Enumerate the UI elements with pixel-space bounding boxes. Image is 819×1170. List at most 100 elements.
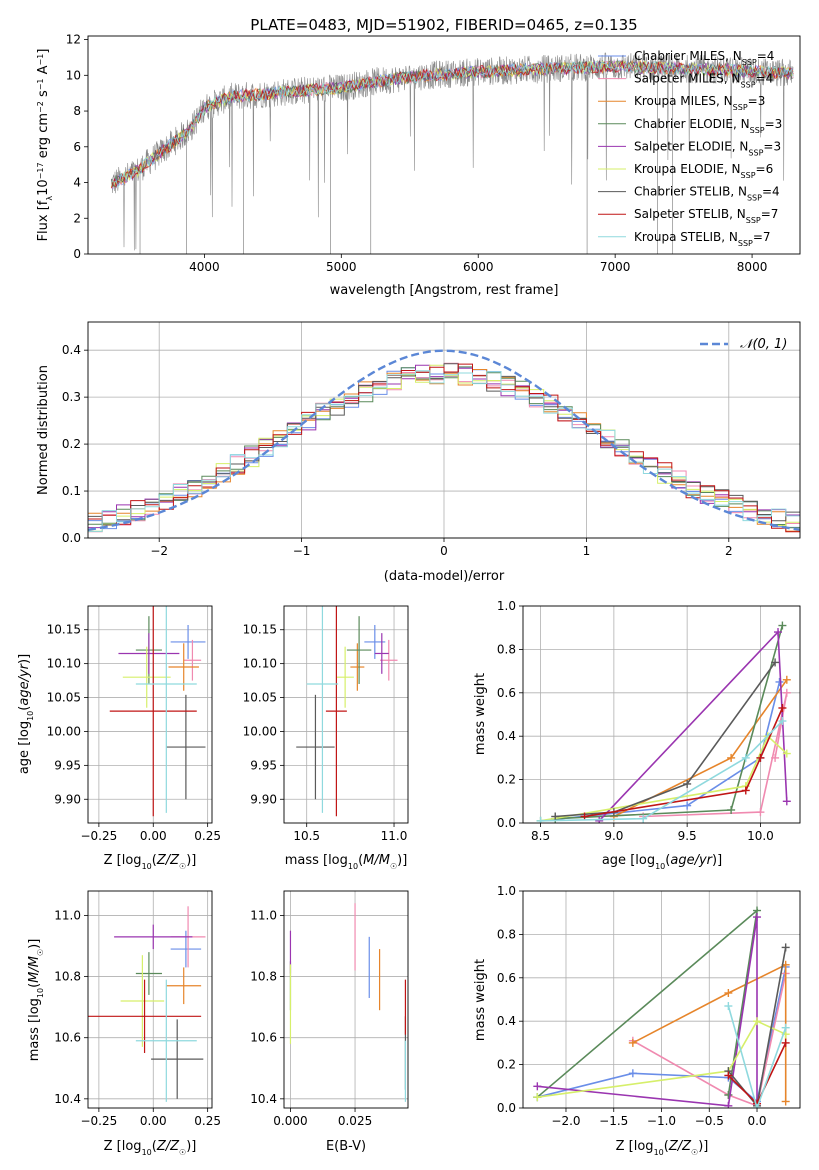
y-tick-label: 11.0 [250,908,277,922]
legend-label: Salpeter MILES, NSSP=4 [634,72,773,90]
chart-age-vs-mass: 10.5 11.0 9.90 9.95 10.00 10.05 10.10 10.15 mass… [243,605,409,871]
x-tick-label: 0.0 [747,1114,766,1128]
spectrum-model-line [111,60,794,188]
y-tick-label: 9.95 [250,758,277,772]
label-part: mass [log [27,998,42,1061]
label-part: =3 [748,94,766,108]
axes-frame [283,890,409,1109]
figure-title: PLATE=0483, MJD=51902, FIBERID=0465, z=0… [250,16,637,34]
y-tick-label: 4 [73,176,81,190]
label-part: ( [665,853,670,868]
label-part: =7 [761,207,779,221]
x-axis-label: mass [log10(M/M☉)] [285,853,408,871]
spectrum-model-line [110,60,794,189]
x-axis-label: Z [log10(Z/Z☉)] [104,853,197,871]
legend-label: Chabrier MILES, NSSP=4 [634,49,774,67]
y-tick-label: 10.05 [47,691,81,705]
y-tick-label: 0.0 [497,816,516,830]
x-axis-label: Z [log10(Z/Z☉)] [616,1139,709,1157]
y-tick-label: 8 [73,104,81,118]
label-part: age [log [602,853,655,868]
axes-frame [87,890,213,1109]
label-part: =4 [757,49,775,63]
label-part: ( [152,853,157,868]
x-tick-label: 4000 [189,260,220,274]
label-part: 10 [655,862,665,871]
histogram-step-line [88,370,800,532]
plot-area [296,606,398,817]
axes-frame [283,605,409,824]
x-axis-label: age [log10(age/yr)] [602,853,722,871]
label-part: =4 [756,72,774,86]
label-part: SSP [748,148,763,157]
legend-label: 𝒩(0, 1) [740,337,787,352]
x-tick-label: 0.000 [273,1114,307,1128]
y-tick-label: 10.8 [54,970,81,984]
label-part: A [36,65,51,78]
label-part: =3 [765,117,783,131]
x-tick-label: 7000 [600,260,631,274]
label-part: Z [log [616,1139,654,1154]
x-tick-label: −0.25 [80,1114,117,1128]
label-part: −1 [36,54,45,66]
legend-label: Kroupa ELODIE, NSSP=6 [634,162,773,180]
y-tick-label: 0.2 [497,773,516,787]
x-tick-label: 0.00 [140,829,167,843]
x-tick-label: 8000 [737,260,768,274]
label-part: SSP [747,193,762,202]
label-part: 10 [142,1148,152,1157]
weight-series-line [598,630,788,822]
label-part: ☉ [179,862,186,871]
x-tick-label: −2 [150,544,168,558]
label-part: 10 [36,179,51,196]
y-tick-label: 10.6 [250,1031,277,1045]
x-tick-label: 8.5 [531,829,550,843]
y-tick-label: 10.10 [243,657,277,671]
y-tick-label: 2 [73,211,81,225]
y-tick-label: 0.3 [62,390,81,404]
plot-area [289,903,407,1102]
label-part: Kroupa ELODIE, N [634,162,741,176]
label-part: M/M [363,853,390,868]
label-part: SSP [738,238,753,247]
label-part: Z [log [104,1139,142,1154]
y-tick-label: 0.0 [497,1101,516,1115]
plot-area [88,349,800,533]
x-axis-label: Z [log10(Z/Z☉)] [104,1139,197,1157]
x-axis-label: (data-model)/error [384,569,505,584]
label-part: Chabrier ELODIE, N [634,117,750,131]
x-tick-label: −0.5 [695,1114,724,1128]
chart-age-vs-Z: −0.25 0.00 0.25 9.90 9.95 10.00 10.05 10.10 10.1… [17,605,221,871]
label-part: −1 [36,78,45,90]
x-tick-label: 5000 [326,260,357,274]
label-part: λ [45,196,54,201]
y-tick-label: 12 [66,33,81,47]
label-part: Flux [f [36,200,51,241]
plot-area [533,906,790,1108]
weight-series-line [537,916,758,1107]
y-tick-label: 11.0 [54,908,81,922]
y-axis-label: age [log10(age/yr)] [17,654,35,774]
chart-residuals: −2 −1 0 1 2 0.0 0.1 0.2 0.3 0.4 (data-model)/error… [36,321,801,584]
y-axis-label: Flux [fλ10−17 erg cm−2 s−1 A−1] [36,49,54,242]
y-tick-label: 10.00 [243,724,277,738]
label-part: −17 [36,162,45,179]
plot-area [109,606,206,817]
y-tick-label: 0.4 [62,343,81,357]
label-part: Kroupa MILES, N [634,94,733,108]
y-tick-label: 6 [73,140,81,154]
label-part: M/M [27,956,42,983]
plot-area [88,906,206,1102]
label-part: =4 [762,185,780,199]
y-tick-label: 10.8 [250,970,277,984]
label-part: ( [27,983,42,988]
y-tick-label: 0 [73,247,81,261]
chart-spectrum: 4000 5000 6000 7000 8000 0 2 4 6 8 10 12 wavelength … [36,33,801,298]
y-tick-label: 0.0 [62,531,81,545]
chart-mass-vs-EBV: 0.000 0.025 10.4 10.6 10.8 11.0 E(B-V) [250,890,409,1154]
label-part: Kroupa STELIB, N [634,230,738,244]
label-part: ( [152,1139,157,1154]
x-tick-label: 0.00 [140,1114,167,1128]
label-part: 10 [142,862,152,871]
